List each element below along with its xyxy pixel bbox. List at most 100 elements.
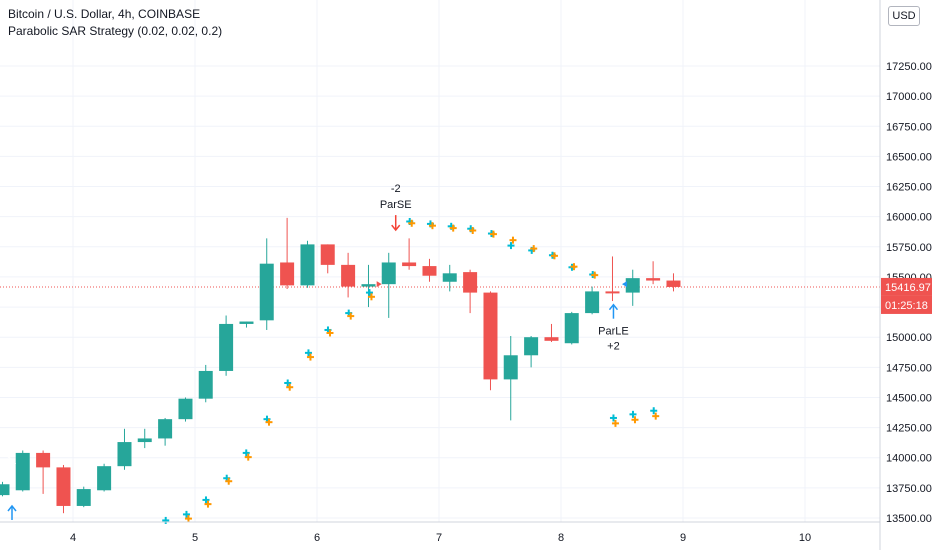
- candle-down: [280, 217, 295, 289]
- sar-short-point: [225, 477, 233, 485]
- candle-up: [97, 463, 112, 492]
- candle-down: [483, 291, 498, 391]
- y-tick-label: 15000.00: [886, 332, 932, 344]
- candle-down: [422, 258, 437, 282]
- candle-up: [381, 252, 396, 318]
- candle-up: [239, 321, 254, 328]
- candle-up: [117, 428, 132, 470]
- sar-short-point: [286, 383, 294, 391]
- candle-up: [564, 311, 579, 345]
- candle-up: [442, 264, 457, 292]
- signal-label: ParSE: [380, 199, 412, 211]
- candle-body: [117, 442, 132, 467]
- chart-legend: Bitcoin / U.S. Dollar, 4h, COINBASE Para…: [8, 6, 222, 40]
- candle-body: [15, 452, 30, 491]
- sar-short-point: [652, 412, 660, 420]
- long-arrow-head: [608, 303, 619, 311]
- y-tick-label: 16250.00: [886, 182, 932, 194]
- sar-short-point: [509, 236, 517, 244]
- y-tick-label: 14000.00: [886, 453, 932, 465]
- symbol-title[interactable]: Bitcoin / U.S. Dollar, 4h, COINBASE: [8, 7, 201, 21]
- candle-body: [422, 266, 437, 276]
- sar-short-point: [570, 263, 578, 271]
- sar-long-point: [182, 510, 190, 518]
- sar-long-point: [162, 516, 170, 524]
- candle-body: [198, 370, 213, 399]
- candle-up: [15, 450, 30, 492]
- candle-body: [646, 278, 661, 281]
- x-tick-label: 6: [314, 532, 320, 544]
- sar-short-point: [469, 227, 477, 235]
- sar-short-point: [306, 353, 314, 361]
- grid: [0, 0, 880, 522]
- sar-short-point: [631, 416, 639, 424]
- candle-body: [442, 273, 457, 282]
- candle-body: [76, 489, 91, 506]
- candle-body: [97, 466, 112, 491]
- sar-long-point: [242, 449, 250, 457]
- candle-body: [219, 323, 234, 371]
- signal-qty: +2: [607, 341, 620, 353]
- candle-up: [76, 486, 91, 508]
- candle-body: [178, 398, 193, 420]
- x-tick-label: 7: [436, 532, 442, 544]
- sar-short-point: [244, 453, 252, 461]
- long-entry-signal: ParLE +2: [598, 303, 629, 353]
- long-arrow-head: [7, 504, 17, 512]
- candle-down: [56, 464, 71, 514]
- currency-button[interactable]: USD: [888, 6, 920, 26]
- strategy-title[interactable]: Parabolic SAR Strategy (0.02, 0.02, 0.2): [8, 24, 223, 38]
- sar-short-point: [204, 500, 212, 508]
- candle-up: [198, 364, 213, 403]
- x-tick-label: 9: [680, 532, 686, 544]
- candle-up: [0, 481, 10, 497]
- candle-down: [646, 261, 661, 285]
- signal-qty: -2: [391, 183, 401, 195]
- candle-up: [178, 397, 193, 422]
- candle-body: [361, 284, 376, 287]
- sar-long-point: [304, 349, 312, 357]
- candle-body: [463, 272, 478, 293]
- candle-body: [585, 291, 600, 314]
- candle-body: [524, 337, 539, 356]
- candle-body: [320, 244, 335, 265]
- short-entry-marker: [376, 281, 382, 288]
- sar-short-point: [449, 224, 457, 232]
- candle-down: [463, 269, 478, 314]
- candle-down: [666, 273, 681, 292]
- candle-body: [280, 262, 295, 286]
- sar-long-point: [284, 379, 292, 387]
- candle-down: [402, 238, 417, 270]
- sar-short-point: [550, 252, 558, 260]
- sar-long-point: [507, 242, 515, 250]
- sar-long-point: [629, 410, 637, 418]
- candle-up: [524, 335, 539, 368]
- candle-body: [341, 264, 356, 287]
- sar-long-point: [365, 289, 373, 297]
- y-tick-label: 14750.00: [886, 362, 932, 374]
- y-tick-label: 17250.00: [886, 61, 932, 73]
- sar-long-point: [650, 407, 658, 415]
- last-price-value: 15416.97: [885, 282, 931, 294]
- candle-down: [341, 252, 356, 298]
- candle-body: [300, 244, 315, 286]
- strategy-signals: -2 ParSE ParLE +2: [7, 183, 629, 520]
- sar-short-point: [489, 230, 497, 238]
- sar-long-point: [609, 414, 617, 422]
- y-tick-label: 16000.00: [886, 212, 932, 224]
- candle-up: [158, 417, 173, 446]
- x-tick-label: 4: [70, 532, 76, 544]
- candle-up: [361, 264, 376, 308]
- y-tick-label: 15750.00: [886, 242, 932, 254]
- y-tick-label: 17000.00: [886, 91, 932, 103]
- candle-body: [605, 291, 620, 294]
- candle-body: [625, 278, 640, 293]
- candle-body: [259, 263, 274, 321]
- y-tick-label: 13500.00: [886, 513, 932, 525]
- candle-body: [402, 262, 417, 267]
- candle-body: [0, 484, 10, 496]
- y-tick-label: 14250.00: [886, 423, 932, 435]
